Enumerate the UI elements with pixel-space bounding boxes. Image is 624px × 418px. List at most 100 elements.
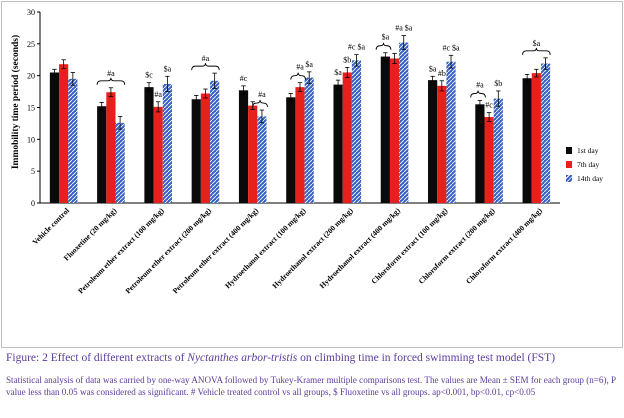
legend-swatch-14th-day bbox=[566, 174, 572, 182]
significance-label: #b bbox=[438, 69, 446, 78]
x-tick-label: Chloroform extract (400 mg/kg) bbox=[464, 206, 544, 286]
bar-14th-day-1 bbox=[115, 122, 125, 203]
x-tick-label: Petroleum ether extract (100 mg/kg) bbox=[76, 206, 166, 296]
y-tick-label: 15 bbox=[27, 104, 35, 113]
bar-7th-day-3 bbox=[200, 93, 211, 203]
significance-label: $a bbox=[164, 64, 172, 73]
y-tick-label: 30 bbox=[27, 8, 35, 17]
significance-label: $a bbox=[334, 68, 342, 77]
x-tick-label: Hydroethanol extract (400 mg/kg) bbox=[318, 206, 403, 291]
legend-label: 7th day bbox=[577, 159, 600, 169]
significance-label: $b bbox=[343, 55, 351, 64]
bar-7th-day-8 bbox=[437, 85, 447, 203]
significance-label: $a bbox=[429, 64, 437, 73]
significance-label: #c bbox=[485, 101, 493, 110]
significance-label: #a $a bbox=[395, 24, 413, 33]
error-bars bbox=[52, 35, 548, 130]
x-tick-label: Petroleum ether extract (400 mg/kg) bbox=[171, 206, 261, 296]
legend-item-7th-day: 7th day bbox=[566, 157, 622, 171]
caption-prefix: Figure: 2 Effect of different extracts o… bbox=[6, 352, 188, 364]
bar-1st-day-8 bbox=[428, 80, 438, 203]
bar-14th-day-8 bbox=[446, 61, 456, 203]
x-tick-label: Chloroform extract (200 mg/kg) bbox=[417, 206, 497, 286]
bar-series bbox=[49, 42, 551, 204]
legend-swatch-1st-day bbox=[566, 146, 572, 154]
bar-7th-day-0 bbox=[59, 64, 69, 203]
statistics-note: Statistical analysis of data was carried… bbox=[6, 375, 616, 397]
caption-suffix: on climbing time in forced swimming test… bbox=[297, 352, 556, 364]
bar-1st-day-2 bbox=[144, 87, 154, 203]
significance-annotations: #a $c#a$a#a#c#a#a $a$a$b#c $a$a#a $a$a #b#c… bbox=[96, 24, 551, 110]
significance-bracket bbox=[96, 77, 126, 85]
significance-label: $a bbox=[382, 33, 390, 42]
legend-label: 14th day bbox=[577, 173, 604, 183]
bar-1st-day-1 bbox=[97, 106, 107, 203]
bar-1st-day-9 bbox=[475, 104, 485, 203]
x-tick-label: Chloroform extract (100 mg/kg) bbox=[369, 206, 449, 286]
bar-1st-day-5 bbox=[286, 97, 296, 203]
chart-legend: 1st day 7th day 14th day bbox=[566, 143, 622, 185]
bar-1st-day-4 bbox=[238, 90, 249, 203]
bar-7th-day-7 bbox=[389, 58, 400, 203]
bar-7th-day-1 bbox=[106, 92, 116, 203]
significance-bracket bbox=[252, 100, 268, 108]
bar-1st-day-7 bbox=[380, 56, 390, 203]
significance-bracket bbox=[191, 63, 220, 71]
significance-label: #c $a bbox=[442, 43, 460, 52]
significance-bracket bbox=[522, 47, 551, 55]
bar-14th-day-9 bbox=[493, 98, 503, 203]
significance-label: $c bbox=[145, 71, 153, 80]
legend-item-1st-day: 1st day bbox=[566, 143, 622, 157]
significance-label: $b bbox=[494, 79, 502, 88]
bar-14th-day-3 bbox=[210, 80, 220, 203]
significance-label: $a bbox=[305, 60, 313, 69]
legend-label: 1st day bbox=[577, 145, 599, 155]
y-tick-label: 20 bbox=[27, 72, 35, 81]
y-axis-label: Immobility time period (seconds) bbox=[10, 35, 21, 169]
significance-label: #c $a bbox=[348, 43, 366, 52]
y-tick-label: 5 bbox=[31, 167, 35, 176]
bar-1st-day-10 bbox=[522, 78, 532, 203]
bar-7th-day-9 bbox=[484, 117, 494, 203]
bar-7th-day-4 bbox=[248, 105, 258, 203]
significance-bracket bbox=[375, 42, 392, 50]
significance-label: #a bbox=[258, 90, 266, 99]
bar-14th-day-4 bbox=[257, 116, 267, 203]
x-tick-label: Hydroethanol extract (200 mg/kg) bbox=[270, 206, 355, 291]
x-tick-label: Vehicle control bbox=[31, 206, 72, 247]
significance-label: #c bbox=[240, 74, 248, 83]
bar-1st-day-3 bbox=[191, 99, 201, 203]
significance-label: $a bbox=[533, 39, 541, 48]
bar-7th-day-5 bbox=[295, 87, 305, 203]
bar-7th-day-2 bbox=[153, 106, 163, 203]
significance-bracket bbox=[470, 90, 486, 98]
bar-14th-day-6 bbox=[351, 60, 362, 204]
significance-label: #a bbox=[296, 63, 304, 72]
bar-14th-day-2 bbox=[162, 83, 172, 203]
legend-item-14th-day: 14th day bbox=[566, 171, 622, 185]
bar-14th-day-10 bbox=[540, 63, 551, 203]
significance-label: #a bbox=[154, 90, 162, 99]
significance-bracket bbox=[290, 72, 306, 80]
bar-14th-day-0 bbox=[68, 78, 78, 203]
bar-14th-day-7 bbox=[399, 42, 409, 204]
y-tick-label: 10 bbox=[27, 135, 35, 144]
legend-swatch-7th-day bbox=[566, 160, 572, 168]
caption-species: Nyctanthes arbor-tristis bbox=[187, 352, 298, 364]
x-tick-label: Petroleum ether extract (200 mg/kg) bbox=[123, 206, 213, 296]
bar-7th-day-10 bbox=[531, 73, 541, 204]
y-tick-label: 25 bbox=[27, 40, 35, 49]
bar-14th-day-5 bbox=[304, 77, 314, 203]
significance-label: #a bbox=[476, 80, 484, 89]
y-tick-label: 0 bbox=[31, 199, 35, 208]
x-tick-label: Hydroethanol extract (100 mg/kg) bbox=[223, 206, 308, 291]
bar-1st-day-6 bbox=[333, 84, 343, 203]
bar-7th-day-6 bbox=[342, 72, 352, 203]
significance-label: #a bbox=[202, 54, 210, 63]
figure-caption: Figure: 2 Effect of different extracts o… bbox=[6, 352, 618, 364]
significance-label: #a bbox=[107, 69, 115, 78]
y-tick-labels: 0 5 10 15 20 25 30 bbox=[27, 8, 40, 208]
bar-1st-day-0 bbox=[49, 72, 60, 203]
